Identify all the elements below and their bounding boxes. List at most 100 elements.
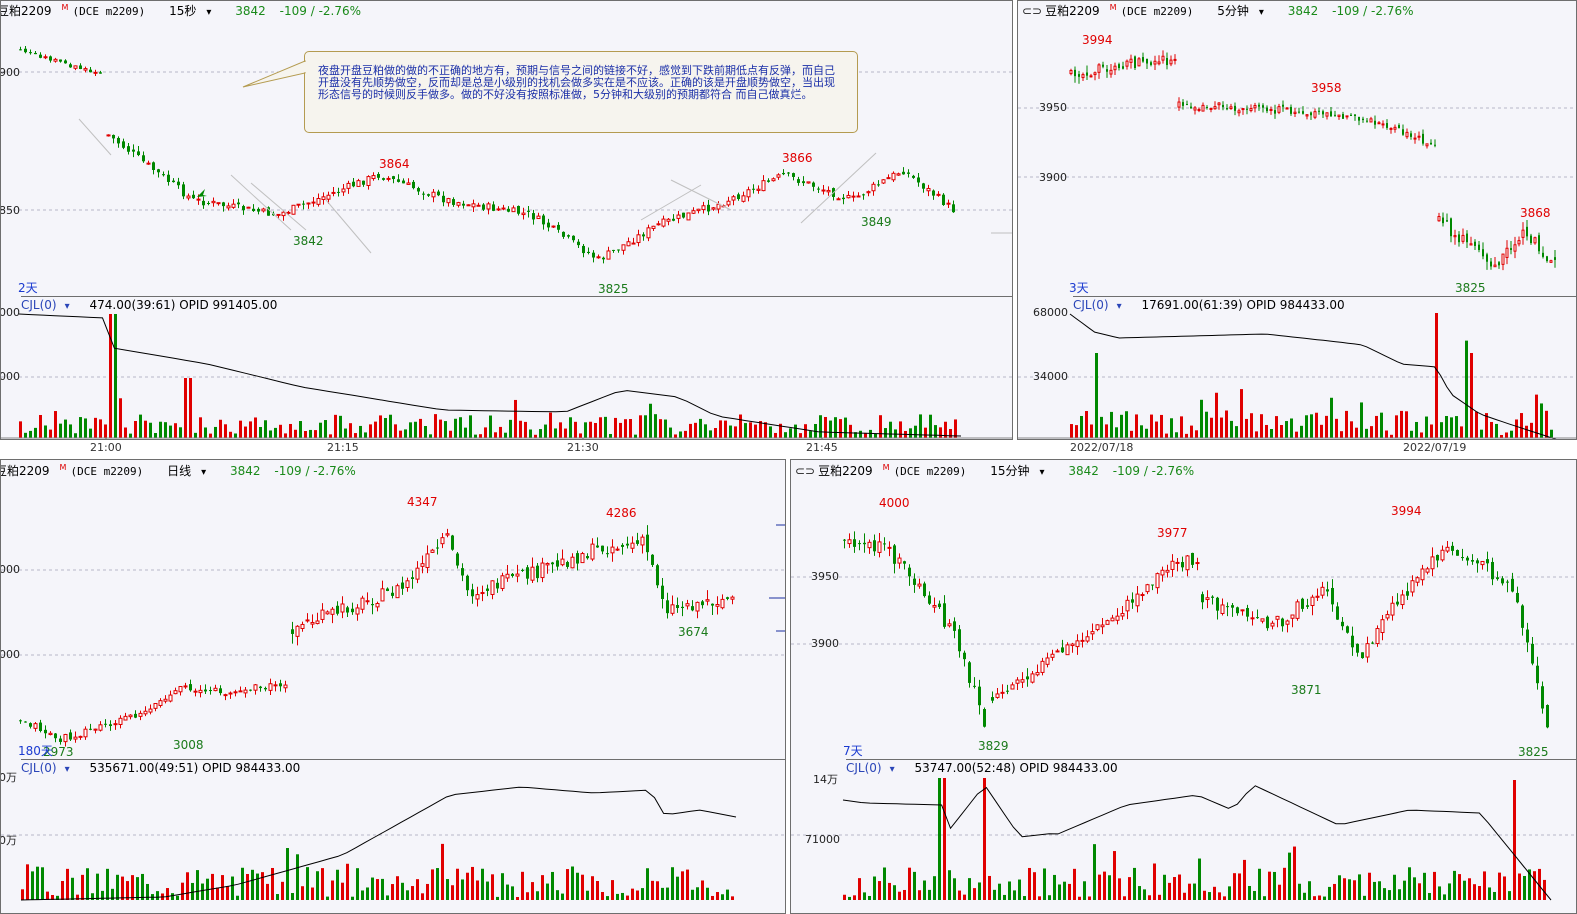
candle-body: [1315, 595, 1320, 598]
volume-bar: [609, 433, 612, 438]
candle-body: [1020, 679, 1025, 683]
candle-body: [1140, 594, 1145, 597]
chart-panel-5m[interactable]: ⊂⊃ 豆粕2209 M (DCE m2209) 5分钟 ▾ 3842 -109 / -2…: [1017, 0, 1577, 440]
candlestick-chart[interactable]: [791, 478, 1577, 758]
high-label: 4000: [879, 496, 910, 510]
volume-bar: [1360, 402, 1363, 438]
candle-body: [946, 202, 951, 205]
candlestick-chart[interactable]: [1, 15, 1013, 295]
period-selector[interactable]: 15秒 ▾: [169, 4, 221, 19]
volume-bar: [909, 428, 912, 438]
volume-bar: [1383, 888, 1386, 900]
candle-body: [456, 202, 461, 206]
volume-chart[interactable]: [1, 775, 786, 914]
volume-bar: [899, 421, 902, 438]
volume-bar: [1405, 411, 1408, 438]
candle-body: [562, 231, 565, 237]
candle-body: [109, 724, 112, 727]
volume-bar: [336, 869, 339, 900]
candle-body: [542, 215, 545, 225]
annotation-note[interactable]: 夜盘开盘豆粕做的做的不正确的地方有，预期与信号之间的链接不好，感觉到下跌前期低点…: [304, 51, 858, 133]
candle-body: [1201, 104, 1205, 112]
candle-body: [576, 553, 579, 564]
chevron-down-icon: ▾: [64, 301, 70, 312]
indicator-selector[interactable]: CJL(0) ▾: [846, 761, 903, 775]
candle-body: [1371, 642, 1374, 644]
volume-bar: [824, 416, 827, 438]
candle-body: [1134, 56, 1136, 68]
chart-panel-15s[interactable]: 豆粕2209 M (DCE m2209) 15秒 ▾ 3842 -109 / -2.7…: [0, 0, 1013, 440]
open-interest-line: [1069, 313, 1557, 439]
candle-body: [707, 204, 710, 212]
candle-body: [1240, 609, 1245, 612]
volume-chart[interactable]: [1, 312, 1013, 439]
indicator-selector[interactable]: CJL(0) ▾: [1073, 298, 1130, 312]
vol-axis-label: 0万: [0, 834, 17, 847]
indicator-selector[interactable]: CJL(0) ▾: [21, 298, 78, 312]
candle-body: [1165, 569, 1170, 573]
volume-bar: [1145, 428, 1148, 438]
period-selector[interactable]: 15分钟 ▾: [990, 464, 1054, 479]
period-selector[interactable]: 5分钟 ▾: [1217, 4, 1274, 19]
volume-bar: [1325, 415, 1328, 438]
candle-body: [601, 545, 604, 552]
candle-body: [355, 607, 360, 615]
candlestick-chart[interactable]: [1018, 15, 1577, 295]
volume-bar: [1180, 416, 1183, 438]
indicator-selector[interactable]: CJL(0) ▾: [21, 761, 78, 775]
chart-panel-daily[interactable]: 豆粕2209 M (DCE m2209) 日线 ▾ 3842 -109 / -2.76…: [0, 459, 786, 914]
volume-bar: [656, 881, 659, 900]
volume-bar: [399, 430, 402, 438]
volume-bar: [504, 432, 507, 438]
vol-axis-label: 34000: [1033, 370, 1068, 383]
high-label: 4286: [606, 506, 637, 520]
candle-body: [1434, 144, 1436, 146]
candle-body: [64, 60, 67, 64]
volume-bar: [706, 887, 709, 900]
indicator-values: 474.00(39:61) OPID 991405.00: [89, 298, 278, 312]
volume-bar: [1063, 881, 1066, 900]
period-selector[interactable]: 日线 ▾: [167, 464, 216, 479]
link-icon[interactable]: ⊂⊃: [1022, 4, 1043, 18]
link-icon[interactable]: ⊂⊃: [795, 464, 816, 478]
chevron-down-icon: ▾: [1258, 7, 1264, 18]
chevron-down-icon: ▾: [64, 764, 70, 775]
candle-body: [480, 592, 485, 595]
volume-bar: [569, 417, 572, 438]
candle-body: [1222, 104, 1224, 108]
candle-body: [148, 708, 153, 713]
candle-body: [973, 685, 976, 687]
time-axis-label: 21:00: [90, 441, 122, 454]
volume-bar: [829, 420, 832, 438]
candle-body: [193, 690, 198, 693]
volume-bar: [489, 415, 492, 438]
candle-body: [1295, 601, 1300, 619]
volume-bar: [199, 417, 202, 438]
chart-panel-15m[interactable]: ⊂⊃ 豆粕2209 M (DCE m2209) 15分钟 ▾ 3842 -109 / -…: [790, 459, 1577, 914]
candle-body: [360, 597, 365, 610]
candle-body: [621, 244, 626, 251]
panel-header: ⊂⊃ 豆粕2209 M (DCE m2209) 15分钟 ▾ 3842 -109 / -…: [795, 461, 1576, 479]
vol-axis-label: 68000: [1033, 306, 1068, 319]
candle-body: [1277, 106, 1281, 113]
volume-bar: [589, 421, 592, 438]
volume-bar: [679, 431, 682, 438]
volume-bar: [224, 424, 227, 438]
volume-chart[interactable]: [1018, 312, 1577, 439]
volume-bar: [1295, 431, 1298, 438]
candle-body: [881, 179, 886, 184]
candlestick-chart[interactable]: [1, 478, 786, 758]
volume-bar: [1515, 419, 1518, 438]
candle-body: [305, 619, 310, 622]
volume-bar: [1493, 891, 1496, 900]
volume-bar: [366, 887, 369, 900]
volume-chart[interactable]: [791, 775, 1577, 914]
candle-body: [279, 683, 282, 687]
candle-body: [189, 684, 192, 691]
volume-bar: [1265, 424, 1268, 438]
volume-bar: [384, 418, 387, 438]
candle-body: [836, 198, 841, 201]
volume-bar: [954, 419, 957, 438]
candle-body: [771, 178, 776, 182]
volume-bar: [411, 886, 414, 900]
